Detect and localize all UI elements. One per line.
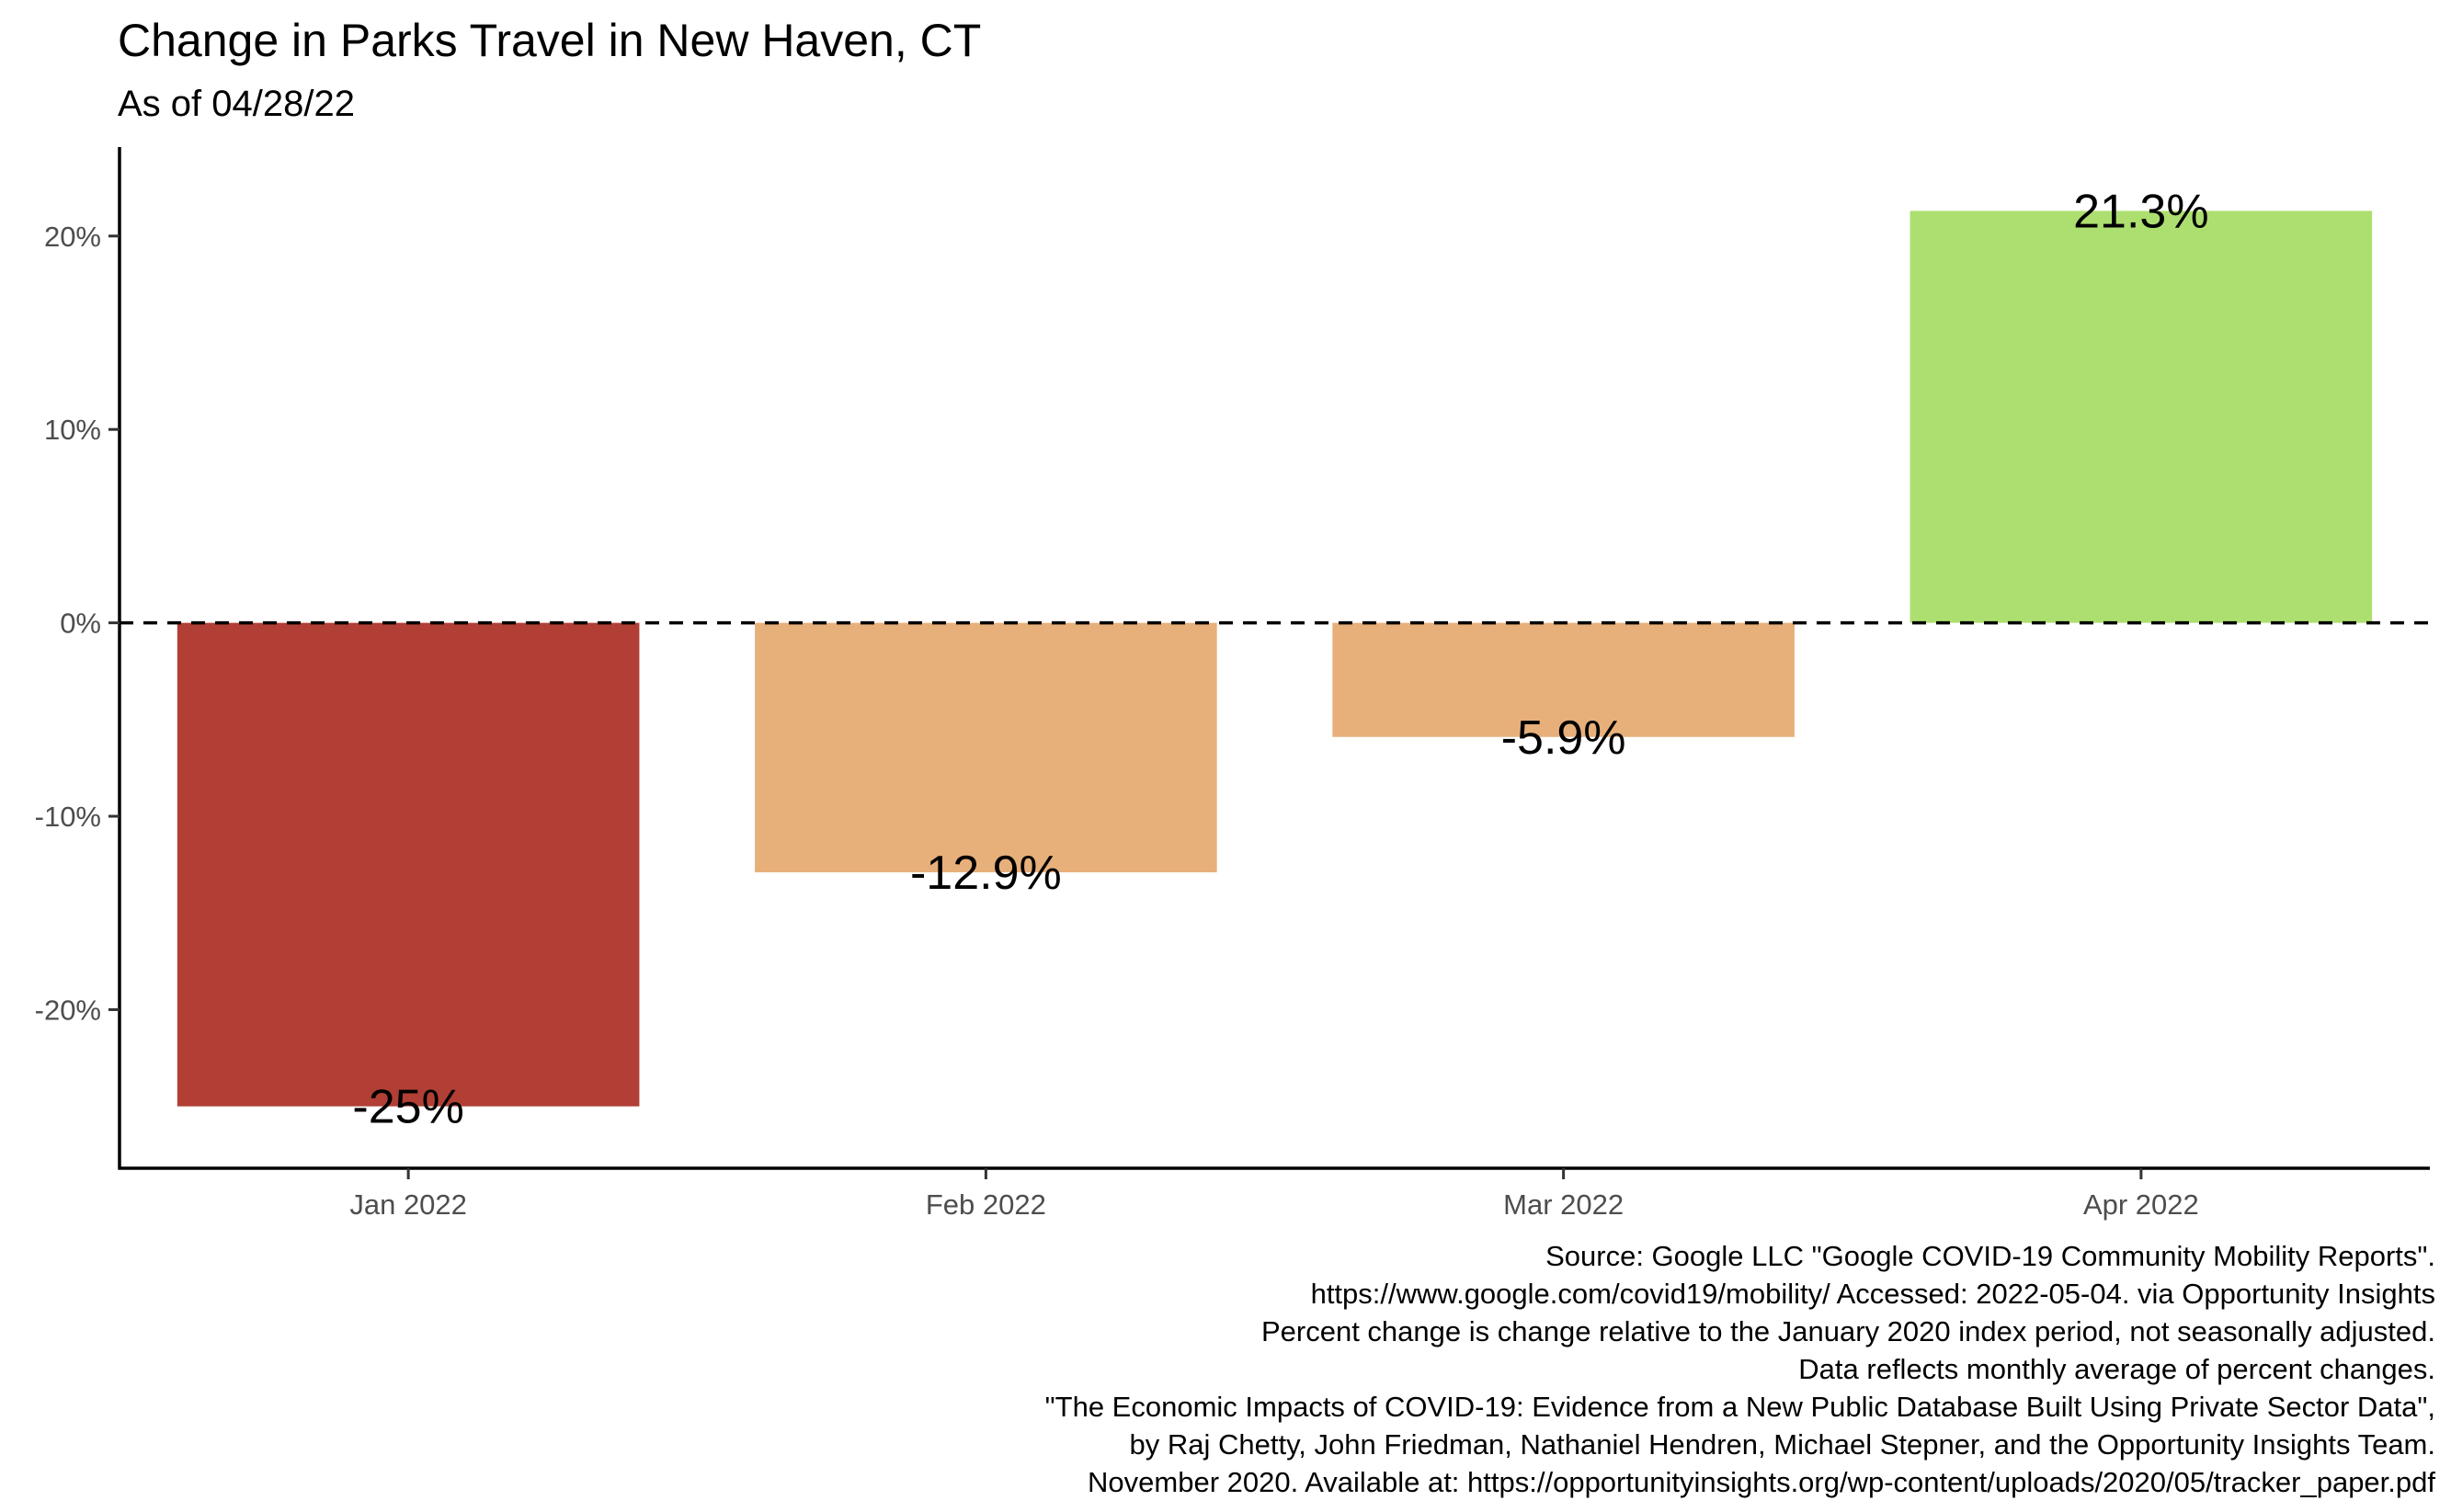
caption-line: "The Economic Impacts of COVID-19: Evide…: [1044, 1391, 2435, 1423]
data-label: -25%: [352, 1081, 463, 1134]
y-tick-label: 10%: [44, 414, 101, 446]
data-label: 21.3%: [2073, 185, 2208, 238]
chart-subtitle: As of 04/28/22: [118, 84, 355, 124]
caption-line: Data reflects monthly average of percent…: [1798, 1353, 2435, 1385]
x-tick-label: Apr 2022: [2083, 1188, 2199, 1221]
caption-line: November 2020. Available at: https://opp…: [1088, 1466, 2435, 1498]
bar: [755, 622, 1217, 873]
y-tick-label: 0%: [60, 608, 101, 640]
x-tick-label: Mar 2022: [1503, 1188, 1624, 1221]
y-tick-label: 20%: [44, 221, 101, 253]
chart-title: Change in Parks Travel in New Haven, CT: [118, 15, 982, 66]
bar: [177, 622, 640, 1107]
data-label: -12.9%: [910, 847, 1062, 900]
x-tick-label: Jan 2022: [349, 1188, 467, 1221]
x-tick-label: Feb 2022: [926, 1188, 1046, 1221]
y-tick-label: -10%: [35, 801, 101, 833]
bar: [1332, 622, 1795, 737]
caption-line: https://www.google.com/covid19/mobility/…: [1310, 1278, 2435, 1310]
data-label: -5.9%: [1501, 711, 1626, 765]
y-tick-label: -20%: [35, 994, 101, 1026]
bar: [1910, 210, 2373, 623]
caption-line: by Raj Chetty, John Friedman, Nathaniel …: [1129, 1428, 2435, 1461]
caption-line: Percent change is change relative to the…: [1260, 1315, 2435, 1347]
source-caption: Source: Google LLC "Google COVID-19 Comm…: [1045, 1237, 2435, 1501]
caption-line: Source: Google LLC "Google COVID-19 Comm…: [1545, 1240, 2435, 1272]
